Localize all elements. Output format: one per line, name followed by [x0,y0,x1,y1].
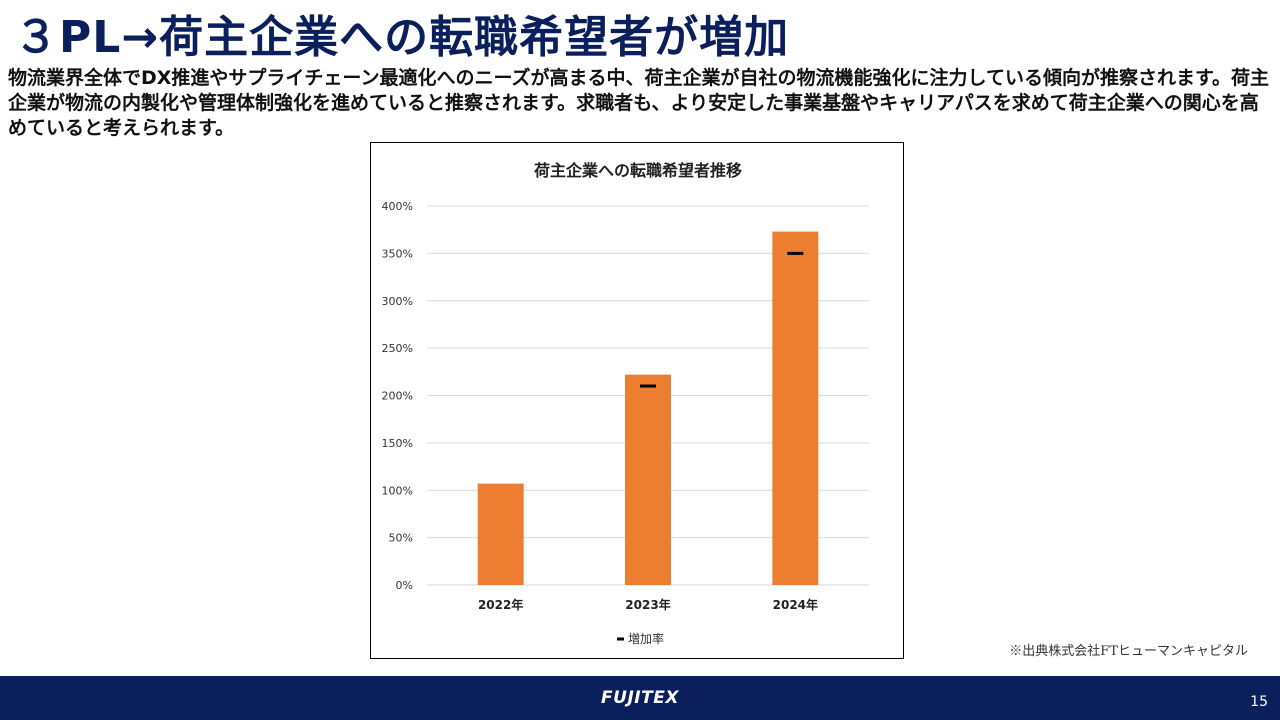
bar-2022年 [477,483,524,585]
x-category-label: 2024年 [773,597,818,612]
y-tick-label: 300% [382,295,413,308]
y-tick-label: 200% [382,390,413,403]
chart-container: 荷主企業への転職希望者推移 0% 50% 100% 150% 200% 250% 300% 3… [370,142,904,659]
y-tick-label: 350% [382,247,413,260]
bar-2023年 [625,374,671,585]
y-tick-label: 250% [382,342,413,355]
x-category-label: 2022年 [478,597,523,612]
y-tick-label: 0% [396,579,413,592]
fujitex-logo: FUJITEX [601,688,679,708]
legend-label: 増加率 [628,631,664,646]
y-tick-label: 400% [382,200,413,213]
slide-title: ３PL→荷主企業への転職希望者が増加 [14,12,790,63]
page-number: 15 [1250,694,1268,710]
footer-bar: FUJITEX 15 [0,676,1280,720]
y-tick-label: 50% [389,532,413,545]
x-category-label: 2023年 [625,597,670,612]
y-tick-label: 150% [382,437,413,450]
body-text: 物流業界全体でDX推進やサプライチェーン最適化へのニーズが高まる中、荷主企業が自… [8,67,1270,139]
y-tick-label: 100% [382,484,413,497]
source-note: ※出典株式会社FTヒューマンキャピタル [1009,644,1248,659]
chart-svg: 荷主企業への転職希望者推移 0% 50% 100% 150% 200% 250% 300% 3… [382,161,869,646]
chart-title: 荷主企業への転職希望者推移 [534,161,742,180]
bar-2024年 [772,231,819,585]
